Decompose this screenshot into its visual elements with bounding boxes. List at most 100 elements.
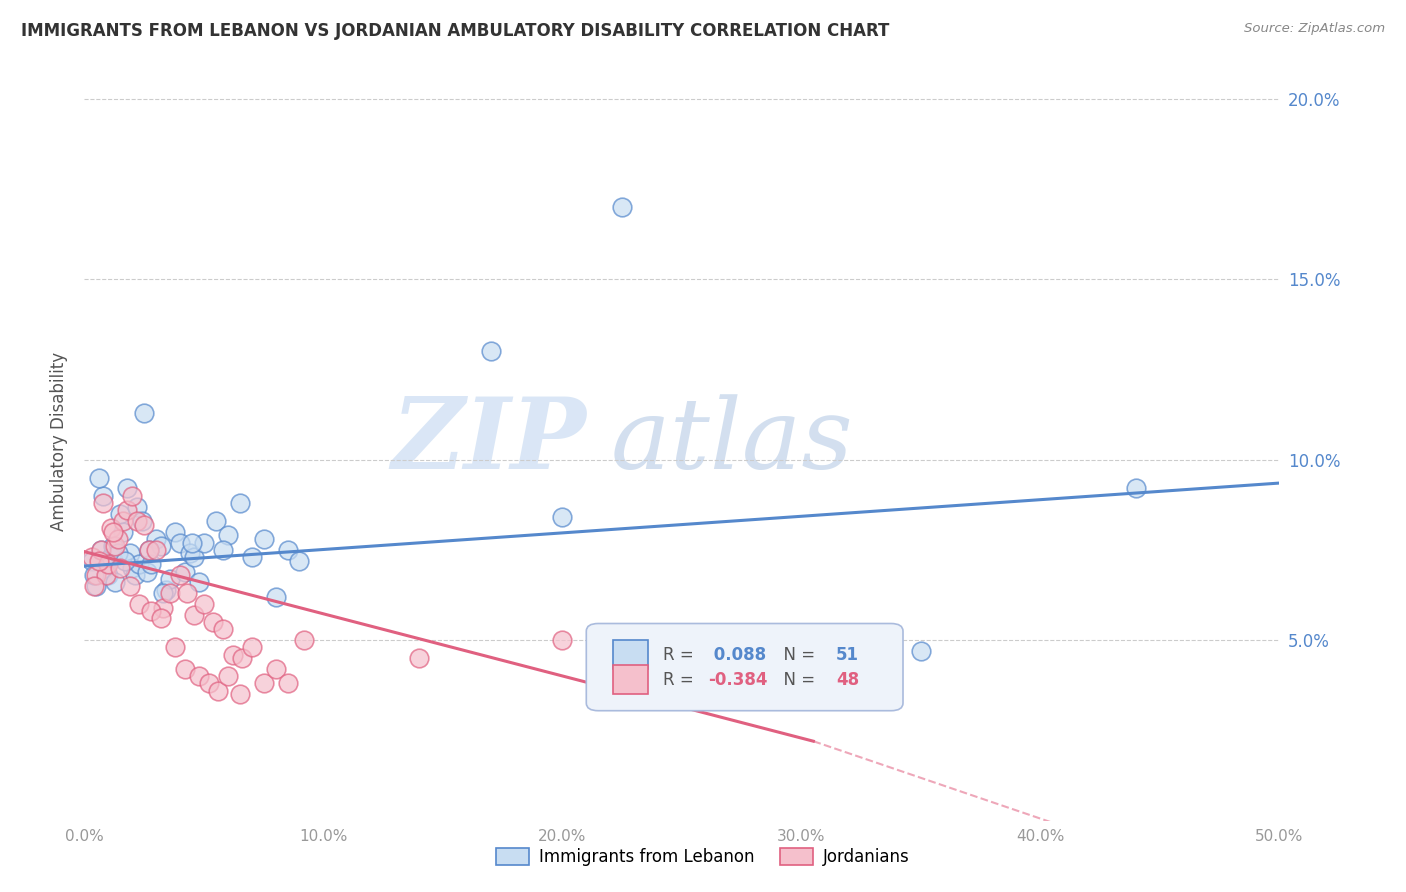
Point [188, 575, 211, 590]
Point [138, 542, 160, 557]
Point [288, 554, 311, 568]
Point [124, 568, 146, 582]
Point [197, 676, 219, 690]
Point [176, 586, 198, 600]
Point [100, 521, 122, 535]
Point [117, 503, 139, 517]
Point [183, 550, 205, 565]
FancyBboxPatch shape [586, 624, 903, 711]
Y-axis label: Ambulatory Disability: Ambulatory Disability [49, 352, 67, 531]
Point [202, 615, 225, 629]
FancyBboxPatch shape [613, 665, 648, 694]
Point [135, 565, 157, 579]
Point [207, 683, 229, 698]
Point [253, 532, 276, 546]
Text: N =: N = [773, 671, 820, 689]
Text: R =: R = [662, 646, 699, 664]
Point [118, 546, 141, 560]
Point [910, 644, 932, 658]
Point [141, 604, 163, 618]
Point [145, 532, 167, 546]
Point [205, 514, 228, 528]
Point [188, 669, 211, 683]
Point [114, 554, 136, 568]
Point [253, 676, 276, 690]
Point [212, 542, 235, 557]
Point [217, 669, 239, 683]
Point [125, 500, 148, 514]
Point [229, 496, 252, 510]
Point [90, 542, 112, 557]
Point [479, 344, 502, 359]
Point [128, 597, 150, 611]
Point [152, 600, 174, 615]
Point [80, 554, 103, 568]
Point [183, 607, 205, 622]
Point [121, 489, 143, 503]
Point [221, 648, 243, 662]
Point [152, 586, 174, 600]
Point [240, 550, 263, 565]
Point [80, 550, 103, 565]
Point [86, 568, 108, 582]
Point [264, 662, 287, 676]
Point [138, 542, 160, 557]
FancyBboxPatch shape [613, 640, 648, 669]
Point [240, 640, 263, 655]
Point [229, 687, 252, 701]
Point [169, 535, 191, 549]
Point [169, 568, 191, 582]
Point [612, 200, 634, 214]
Point [149, 539, 172, 553]
Text: 51: 51 [837, 646, 859, 664]
Point [132, 406, 156, 420]
Point [90, 542, 112, 557]
Point [131, 514, 153, 528]
Point [104, 575, 127, 590]
Point [141, 558, 163, 572]
Point [97, 568, 120, 582]
Point [165, 524, 187, 539]
Point [110, 507, 132, 521]
Point [173, 565, 195, 579]
Point [117, 482, 139, 496]
Text: Source: ZipAtlas.com: Source: ZipAtlas.com [1244, 22, 1385, 36]
Point [173, 662, 195, 676]
Point [101, 539, 124, 553]
Text: R =: R = [662, 671, 699, 689]
Point [179, 546, 201, 560]
Point [155, 582, 177, 597]
Point [212, 622, 235, 636]
Point [121, 561, 143, 575]
Point [110, 561, 132, 575]
Point [132, 517, 156, 532]
Point [83, 579, 105, 593]
Point [181, 535, 204, 549]
Point [118, 579, 141, 593]
Text: IMMIGRANTS FROM LEBANON VS JORDANIAN AMBULATORY DISABILITY CORRELATION CHART: IMMIGRANTS FROM LEBANON VS JORDANIAN AMB… [21, 22, 890, 40]
Point [128, 558, 150, 572]
Point [107, 546, 129, 560]
Point [408, 651, 430, 665]
Text: atlas: atlas [610, 394, 853, 489]
Point [100, 550, 122, 565]
Point [145, 542, 167, 557]
Point [111, 514, 134, 528]
Legend: Immigrants from Lebanon, Jordanians: Immigrants from Lebanon, Jordanians [488, 840, 918, 875]
Point [125, 514, 148, 528]
Point [193, 597, 215, 611]
Point [277, 676, 299, 690]
Point [101, 524, 124, 539]
Point [551, 633, 574, 648]
Point [94, 568, 117, 582]
Point [104, 539, 127, 553]
Point [165, 640, 187, 655]
Point [93, 489, 115, 503]
Point [277, 542, 299, 557]
Point [159, 572, 181, 586]
Point [1125, 482, 1147, 496]
Text: N =: N = [773, 646, 820, 664]
Point [231, 651, 253, 665]
Point [87, 554, 110, 568]
Text: 0.088: 0.088 [709, 646, 766, 664]
